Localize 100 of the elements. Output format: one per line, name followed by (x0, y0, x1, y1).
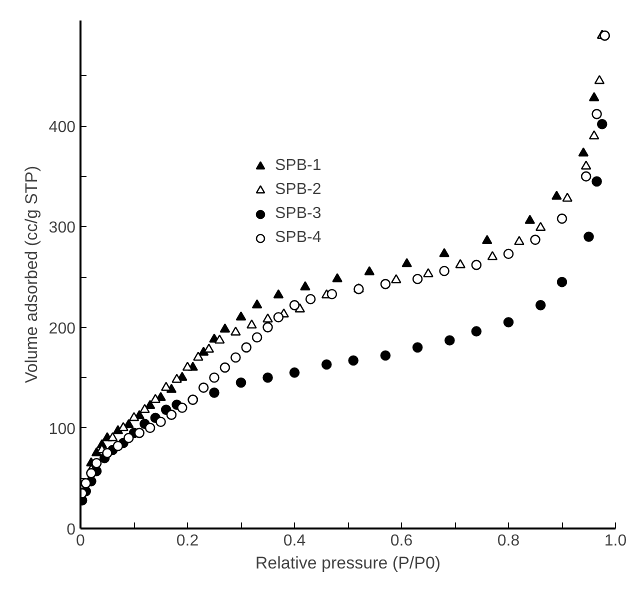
point (592, 108, 602, 120)
point (289, 300, 300, 310)
point (273, 289, 284, 298)
point (412, 274, 423, 284)
point (305, 294, 316, 304)
point (530, 234, 540, 245)
point (134, 428, 144, 438)
point (204, 344, 214, 353)
point (423, 268, 434, 278)
point (588, 130, 600, 140)
point (177, 402, 188, 413)
x-tick-label: 1.0 (604, 532, 627, 550)
point (124, 432, 134, 444)
point (102, 448, 112, 458)
x-tick-label: 0.6 (390, 532, 413, 550)
point (80, 478, 91, 488)
point (578, 147, 589, 157)
point (580, 171, 592, 182)
point (236, 311, 246, 320)
point (562, 192, 572, 202)
y-axis-title: Volume adsorbed (cc/g STP) (22, 166, 41, 384)
legend-label: SPB-3 (275, 205, 322, 223)
point (326, 288, 338, 300)
point (487, 251, 498, 260)
point (230, 326, 241, 336)
point (230, 352, 241, 363)
point (455, 259, 466, 268)
point (471, 260, 482, 270)
y-tick-label: 100 (48, 420, 76, 438)
y-tick-label: 300 (48, 220, 76, 237)
point (482, 234, 492, 244)
point (535, 300, 546, 310)
point (220, 323, 230, 333)
legend-label: SPB-2 (275, 181, 322, 199)
point (112, 440, 124, 452)
point (198, 382, 209, 393)
point (402, 258, 412, 268)
point (118, 422, 128, 432)
point (236, 377, 246, 388)
point (107, 432, 118, 442)
point (172, 374, 182, 383)
point (182, 362, 193, 371)
point (380, 350, 391, 361)
point (592, 176, 602, 187)
point (556, 214, 568, 224)
point (252, 332, 262, 343)
point (140, 404, 150, 414)
point (273, 312, 284, 322)
point (193, 352, 204, 361)
point (86, 468, 96, 478)
point (439, 248, 450, 258)
x-tick-label: 0.4 (283, 532, 306, 550)
point (471, 326, 482, 336)
point (144, 422, 156, 434)
point (246, 319, 257, 329)
point (166, 410, 177, 420)
legend-label: SPB-4 (275, 229, 322, 247)
point (439, 266, 450, 276)
x-tick-label: 0.8 (497, 532, 520, 550)
point (503, 248, 514, 260)
x-tick-label: 0.2 (176, 532, 199, 550)
point (150, 394, 161, 403)
point (584, 232, 594, 242)
point (364, 266, 375, 276)
point (300, 281, 310, 290)
point (209, 388, 220, 398)
point (214, 334, 225, 344)
point (514, 236, 524, 246)
point (444, 335, 455, 346)
point (412, 342, 423, 353)
x-axis-title: Relative pressure (P/P0) (255, 554, 441, 572)
point (588, 92, 600, 102)
point (380, 278, 391, 290)
point (262, 313, 273, 323)
point (252, 299, 262, 308)
point (596, 118, 608, 130)
point (332, 273, 342, 282)
point (594, 75, 605, 84)
point (241, 342, 252, 353)
point (262, 322, 273, 332)
point (128, 412, 140, 422)
point (91, 458, 102, 468)
point (262, 372, 273, 383)
point (391, 274, 402, 284)
point (535, 222, 546, 231)
point (580, 160, 592, 170)
legend-label: SPB-1 (275, 157, 322, 175)
point (503, 317, 514, 328)
point (289, 367, 300, 378)
point (552, 190, 562, 200)
point (524, 214, 536, 224)
point (321, 359, 332, 370)
y-tick-label: 200 (48, 320, 76, 338)
y-tick-label: 400 (48, 119, 76, 136)
y-tick-label: 0 (66, 522, 76, 538)
point (156, 416, 166, 428)
point (556, 276, 568, 288)
point (348, 355, 358, 366)
point (220, 362, 230, 373)
point (209, 372, 220, 383)
